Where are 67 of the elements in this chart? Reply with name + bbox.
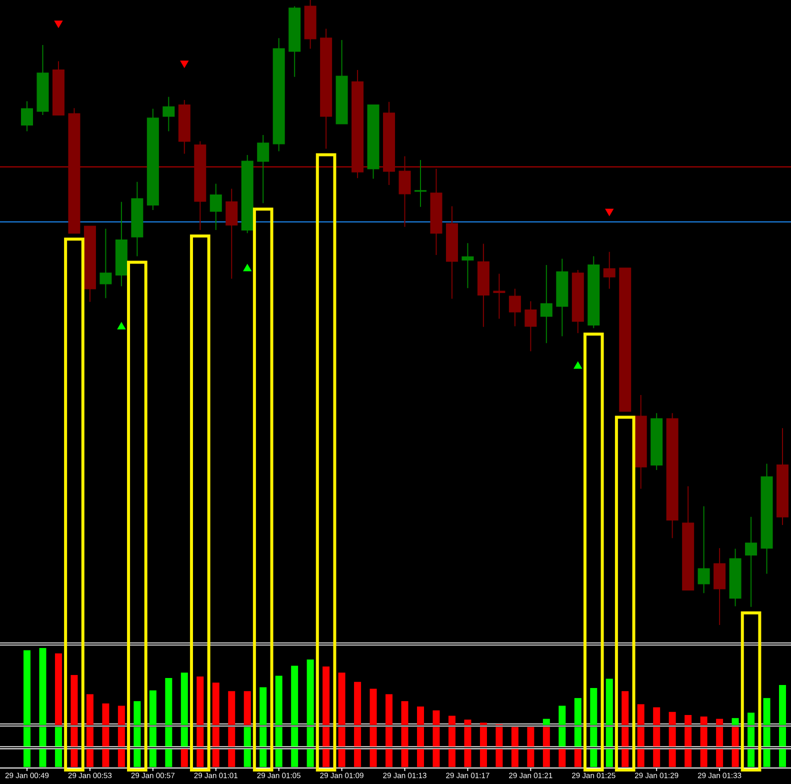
bar xyxy=(558,706,566,725)
bar xyxy=(637,704,644,725)
bar xyxy=(653,707,660,725)
bar xyxy=(542,718,550,725)
point xyxy=(180,60,189,68)
bar xyxy=(275,676,282,725)
bar xyxy=(748,712,755,725)
bar xyxy=(260,687,267,725)
bar xyxy=(684,714,692,725)
candlestick xyxy=(21,100,33,132)
candlestick xyxy=(398,156,411,228)
bar xyxy=(291,666,298,725)
bar xyxy=(102,703,110,725)
bar xyxy=(417,706,424,725)
bar xyxy=(401,701,408,725)
bar xyxy=(464,720,472,725)
bar xyxy=(779,684,786,725)
bar xyxy=(574,698,582,725)
candlestick xyxy=(524,300,537,352)
bar xyxy=(763,698,770,725)
bar xyxy=(622,691,629,725)
bar xyxy=(134,701,141,725)
point xyxy=(605,208,614,216)
bar xyxy=(370,688,377,725)
bar xyxy=(700,716,708,725)
bar xyxy=(24,650,30,725)
bar xyxy=(322,666,330,725)
bar xyxy=(39,648,46,725)
point xyxy=(117,322,126,330)
bar xyxy=(432,710,440,725)
bar xyxy=(86,694,94,725)
candlestick xyxy=(414,159,426,208)
candlestick xyxy=(210,183,222,230)
candlestick xyxy=(493,273,506,320)
bar xyxy=(354,682,362,725)
bar xyxy=(118,706,125,725)
bar xyxy=(716,718,724,725)
candlestick xyxy=(257,134,270,204)
candlestick xyxy=(226,188,238,280)
bar xyxy=(244,691,251,725)
bar xyxy=(228,691,236,725)
bar xyxy=(668,712,676,725)
bar xyxy=(212,682,220,725)
point xyxy=(574,361,582,369)
candlestick xyxy=(745,516,758,608)
point xyxy=(243,264,252,272)
bar xyxy=(306,660,314,725)
candlestick xyxy=(508,288,521,327)
candlestick xyxy=(540,264,552,344)
bar xyxy=(606,678,613,725)
candlestick xyxy=(100,228,112,299)
candlestick xyxy=(603,251,616,290)
candlestick xyxy=(698,506,710,594)
bar xyxy=(70,674,78,725)
bar xyxy=(448,716,456,725)
bar xyxy=(590,688,598,725)
candlestick xyxy=(162,96,175,132)
candlestick xyxy=(462,242,474,289)
bar xyxy=(149,690,156,725)
bar xyxy=(165,678,172,725)
bar xyxy=(180,672,188,725)
bar xyxy=(732,718,739,725)
point xyxy=(54,20,63,28)
bar xyxy=(196,676,204,725)
bar xyxy=(386,694,393,725)
bar xyxy=(338,672,346,725)
bar xyxy=(54,653,62,725)
